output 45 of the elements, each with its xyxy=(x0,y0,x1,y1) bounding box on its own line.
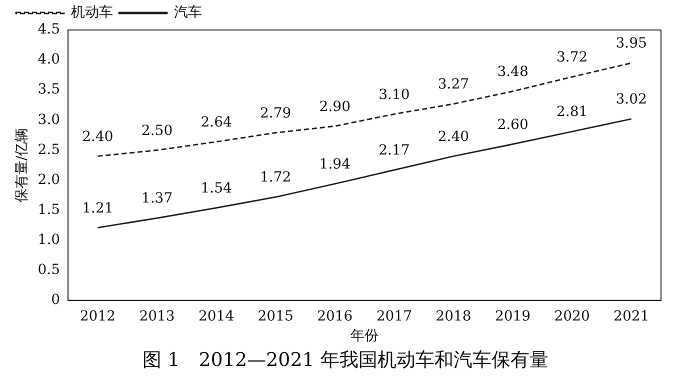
data-label: 1.21 xyxy=(82,200,114,216)
y-tick-label: 2.0 xyxy=(38,172,60,188)
y-tick-label: 4.0 xyxy=(38,52,60,68)
data-label: 3.27 xyxy=(438,76,470,93)
data-label: 3.10 xyxy=(378,86,410,103)
y-tick-label: 2.5 xyxy=(38,142,60,158)
x-tick-label: 2020 xyxy=(554,308,590,324)
data-label: 2.50 xyxy=(141,122,173,139)
data-label: 2.81 xyxy=(556,104,588,120)
x-tick-label: 2013 xyxy=(139,308,175,324)
y-tick-label: 4.5 xyxy=(38,22,60,38)
x-tick-label: 2014 xyxy=(198,308,234,324)
legend-label: 汽车 xyxy=(174,4,202,21)
data-label: 2.60 xyxy=(497,116,528,133)
data-label: 1.54 xyxy=(200,180,232,197)
data-label: 1.72 xyxy=(260,170,292,186)
x-tick-label: 2017 xyxy=(376,308,412,324)
data-label: 3.72 xyxy=(556,50,588,66)
data-label: 3.02 xyxy=(616,92,647,108)
x-tick-label: 2018 xyxy=(436,308,472,324)
x-axis-title: 年份 xyxy=(350,328,379,344)
data-label: 2.17 xyxy=(378,142,410,159)
y-axis-title: 保有量/亿辆 xyxy=(14,128,30,203)
data-label: 1.37 xyxy=(141,190,173,207)
x-tick-label: 2015 xyxy=(258,308,294,324)
x-tick-label: 2012 xyxy=(80,308,116,324)
data-label: 3.95 xyxy=(616,36,647,52)
x-tick-label: 2016 xyxy=(317,308,353,324)
y-tick-label: 1.0 xyxy=(38,232,60,248)
x-tick-label: 2019 xyxy=(494,308,531,324)
y-tick-label: 3.0 xyxy=(38,112,60,128)
data-label: 2.64 xyxy=(200,114,232,130)
data-label: 2.40 xyxy=(82,128,114,145)
y-tick-label: 0.5 xyxy=(38,262,60,278)
y-tick-label: 1.5 xyxy=(38,202,60,218)
legend-label: 机动车 xyxy=(71,4,113,21)
data-label: 3.48 xyxy=(497,64,528,80)
text: 图 1 2012—2021 年我国机动车和汽车保有量 xyxy=(142,348,550,373)
data-label: 2.79 xyxy=(260,105,292,122)
data-label: 2.40 xyxy=(438,128,470,145)
x-tick-label: 2021 xyxy=(614,308,650,324)
y-tick-label: 0 xyxy=(51,292,60,308)
data-label: 2.90 xyxy=(319,98,350,115)
data-label: 1.94 xyxy=(319,156,351,172)
y-tick-label: 3.5 xyxy=(38,82,60,98)
